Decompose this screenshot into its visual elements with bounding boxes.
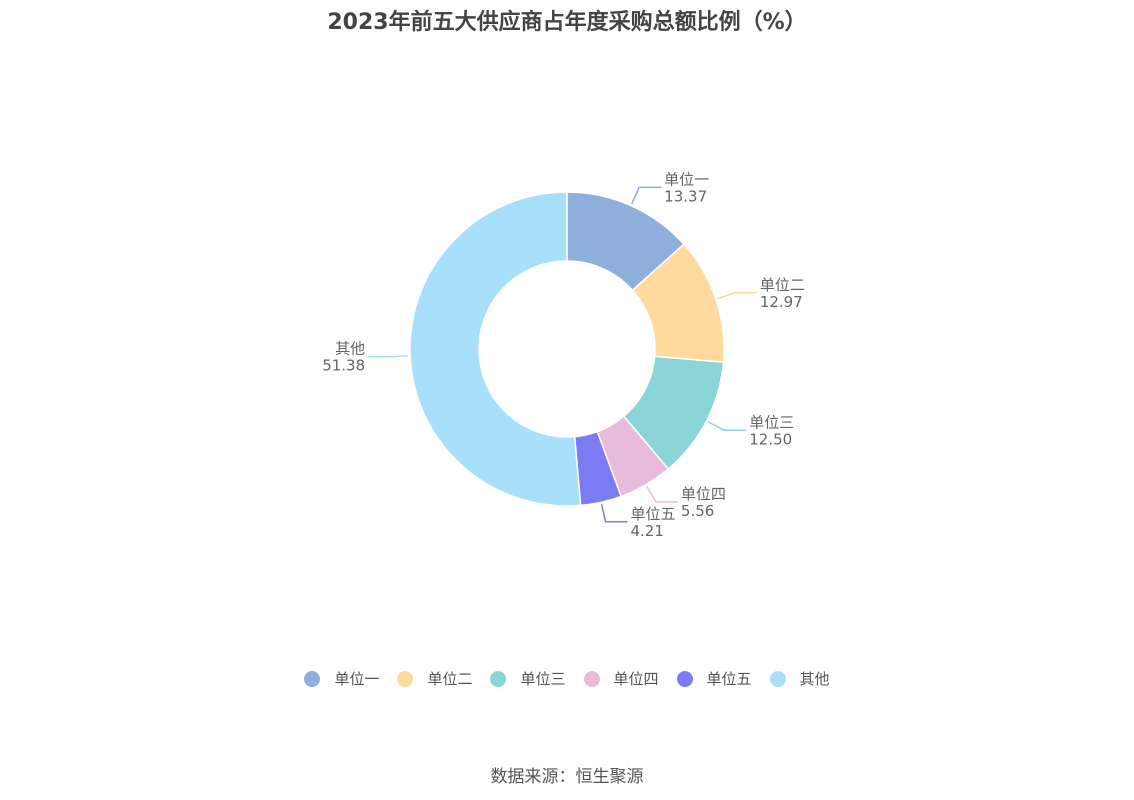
slice-value-label-5: 4.21 [631, 522, 664, 540]
legend-item-3[interactable]: 单位三 [490, 668, 566, 689]
slice-name-label-5: 单位五 [631, 505, 676, 523]
slice-name-label-6: 其他 [335, 340, 365, 358]
slice-6[interactable] [409, 191, 582, 507]
legend-dot-icon [304, 670, 321, 687]
slice-value-label-2: 12.97 [760, 293, 803, 311]
legend-label: 单位五 [706, 670, 752, 688]
slice-name-label-1: 单位一 [664, 170, 709, 188]
slice-value-label-4: 5.56 [681, 502, 714, 520]
legend-label: 单位二 [427, 670, 473, 688]
legend-label: 单位四 [613, 670, 659, 688]
legend-dot-icon [769, 670, 786, 687]
chart-legend: 单位一 单位二 单位三 单位四 单位五 其他 [0, 668, 1134, 689]
legend-dot-icon [490, 670, 507, 687]
legend-dot-icon [397, 670, 414, 687]
leader-line-6 [368, 355, 409, 358]
legend-item-2[interactable]: 单位二 [397, 668, 472, 689]
leader-line-2 [717, 292, 757, 300]
data-source: 数据来源：恒生聚源 [490, 767, 644, 787]
slice-value-label-6: 51.38 [322, 357, 365, 375]
slice-name-label-4: 单位四 [681, 485, 726, 503]
legend-label: 单位三 [520, 670, 566, 688]
slice-name-label-2: 单位二 [760, 276, 805, 294]
leader-line-5 [600, 504, 628, 523]
legend-item-4[interactable]: 单位四 [583, 668, 659, 689]
legend-item-5[interactable]: 单位五 [676, 668, 752, 689]
legend-dot-icon [676, 670, 693, 687]
legend-label: 单位一 [334, 670, 380, 688]
leader-line-3 [707, 421, 747, 432]
slice-name-label-3: 单位三 [749, 413, 794, 431]
legend-item-6[interactable]: 其他 [769, 668, 830, 689]
slice-value-label-1: 13.37 [664, 187, 707, 205]
chart-title: 2023年前五大供应商占年度采购总额比例（%） [327, 10, 807, 35]
legend-dot-icon [583, 670, 600, 687]
leader-line-4 [646, 486, 678, 503]
slice-value-label-3: 12.50 [749, 430, 792, 448]
legend-item-1[interactable]: 单位一 [304, 668, 379, 689]
leader-line-1 [631, 186, 662, 205]
legend-label: 其他 [799, 670, 830, 688]
